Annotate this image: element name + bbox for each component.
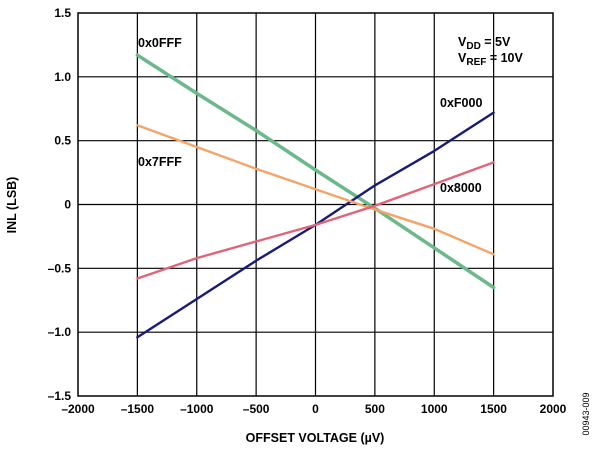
x-tick-label: 2000	[540, 402, 567, 416]
y-tick-label: –0.5	[48, 261, 72, 275]
series-label-0x7fff: 0x7FFF	[138, 155, 182, 169]
x-tick-label: 500	[365, 402, 385, 416]
y-tick-label: –1.0	[48, 325, 72, 339]
y-tick-label: 1.0	[54, 70, 71, 84]
x-tick-label: 1000	[421, 402, 448, 416]
y-axis-title: INL (LSB)	[5, 177, 19, 234]
y-tick-label: 1.5	[54, 6, 71, 20]
x-tick-label: –1000	[180, 402, 214, 416]
series-label-0x0fff: 0x0FFF	[138, 36, 182, 50]
y-tick-label: –1.5	[48, 389, 72, 403]
x-tick-label: 1500	[480, 402, 507, 416]
series-line-0x0fff	[135, 53, 496, 290]
series-label-0xf000: 0xF000	[440, 96, 482, 110]
series-layer	[135, 53, 496, 339]
x-tick-label: –500	[243, 402, 270, 416]
x-tick-label: –1500	[121, 402, 155, 416]
y-tick-label: 0.5	[54, 134, 71, 148]
x-tick-label: –2000	[61, 402, 95, 416]
tick-labels: –2000 –1500 –1000 –500 0 500 1000 1500 2000 –1.5 –…	[48, 6, 567, 416]
condition-vref: VREF = 10V	[458, 51, 523, 68]
y-tick-label: 0	[64, 198, 71, 212]
series-line-0x8000	[136, 161, 495, 280]
series-line-0x7fff	[136, 124, 495, 256]
x-axis-title: OFFSET VOLTAGE (µV)	[246, 431, 385, 445]
plot-frame	[77, 12, 554, 397]
figure-id: 00943-009	[581, 392, 591, 435]
series-label-0x8000: 0x8000	[440, 181, 482, 195]
condition-vdd: VDD = 5V	[458, 35, 511, 52]
grid	[78, 13, 553, 396]
x-tick-label: 0	[312, 402, 319, 416]
